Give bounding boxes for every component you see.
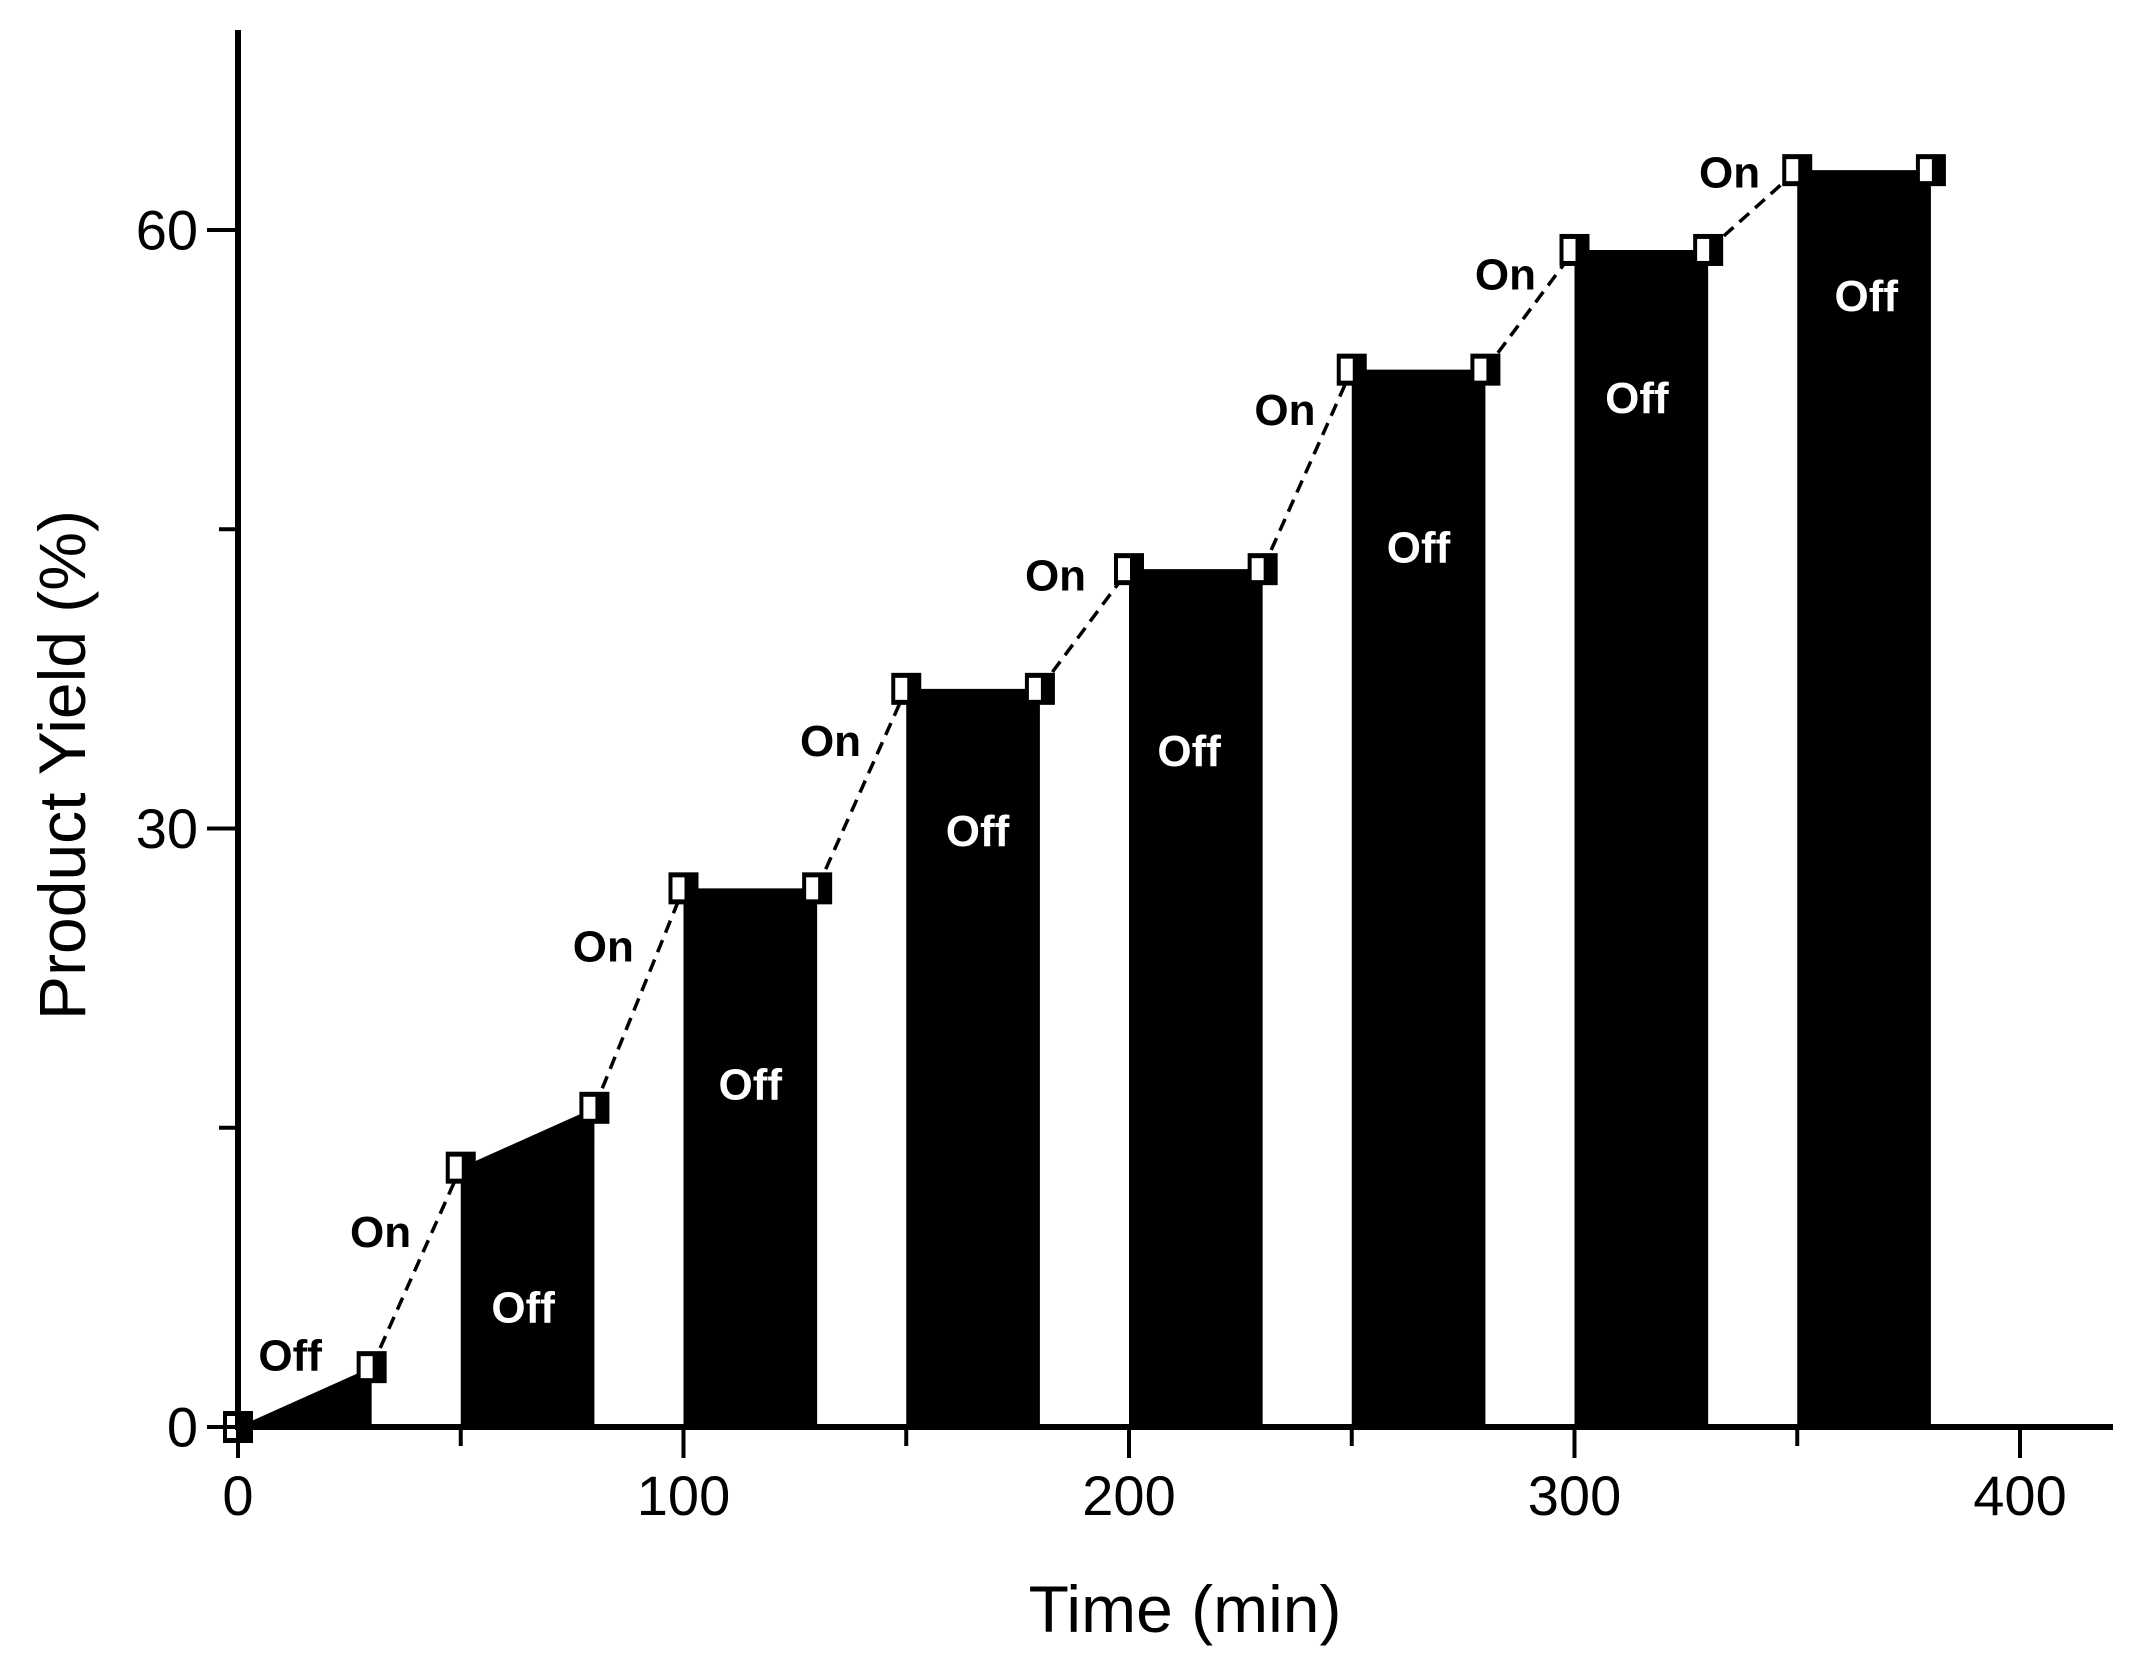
data-point-marker-slot: [1118, 558, 1130, 581]
y-axis-title: Product Yield (%): [25, 510, 99, 1020]
on-label: On: [1254, 386, 1315, 435]
data-point-marker-slot: [895, 677, 908, 700]
y-tick-label: 60: [136, 199, 198, 262]
on-label: On: [1475, 250, 1536, 299]
x-axis-title: Time (min): [1028, 1572, 1342, 1646]
data-point-marker-slot: [1563, 238, 1576, 261]
off-period-area: [238, 1367, 372, 1427]
off-label: Off: [491, 1284, 555, 1333]
on-label: On: [573, 923, 634, 972]
off-period-area: [460, 1107, 595, 1427]
data-point-marker-slot: [1786, 159, 1799, 182]
on-period-line: [815, 688, 908, 890]
off-period-area: [1797, 170, 1931, 1427]
on-period-line: [1483, 248, 1576, 371]
data-point-marker-slot: [672, 877, 685, 900]
data-point-marker-slot: [360, 1356, 373, 1379]
off-period-area: [683, 888, 818, 1427]
x-tick-label: 100: [637, 1464, 730, 1527]
x-tick-label: 200: [1082, 1464, 1175, 1527]
on-label: On: [800, 717, 861, 766]
on-label: On: [1699, 149, 1760, 198]
data-point-marker-slot: [1251, 558, 1264, 581]
data-point-marker-slot: [583, 1096, 596, 1119]
off-period-area: [906, 688, 1040, 1427]
off-label: Off: [1835, 272, 1899, 321]
off-label: Off: [1387, 524, 1451, 573]
off-label: Off: [946, 807, 1010, 856]
data-point-marker-slot: [449, 1156, 462, 1179]
x-tick-label: 0: [222, 1464, 253, 1527]
off-period-area: [1129, 569, 1263, 1427]
on-period-line: [1261, 368, 1354, 570]
x-tick-label: 300: [1528, 1464, 1621, 1527]
off-label: Off: [1605, 374, 1669, 423]
off-label: Off: [719, 1060, 783, 1109]
on-label: On: [350, 1208, 411, 1257]
on-period-line: [370, 1166, 463, 1368]
on-period-line: [1038, 568, 1131, 690]
on-period-line: [592, 887, 686, 1109]
y-tick-label: 0: [167, 1396, 198, 1459]
y-tick-label: 30: [136, 797, 198, 860]
data-point-marker-slot: [1697, 238, 1710, 261]
data-point-marker-slot: [1340, 358, 1353, 381]
off-period-area: [1351, 369, 1486, 1427]
x-tick-label: 400: [1973, 1464, 2066, 1527]
data-point-marker-slot: [1919, 159, 1932, 182]
off-label: Off: [1157, 727, 1221, 776]
data-point-marker-slot: [1028, 677, 1041, 700]
data-point-marker-slot: [1474, 358, 1487, 381]
on-label: On: [1025, 552, 1086, 601]
data-point-marker-slot: [806, 877, 819, 900]
off-period-area: [1574, 249, 1709, 1428]
off-label: Off: [258, 1332, 322, 1381]
